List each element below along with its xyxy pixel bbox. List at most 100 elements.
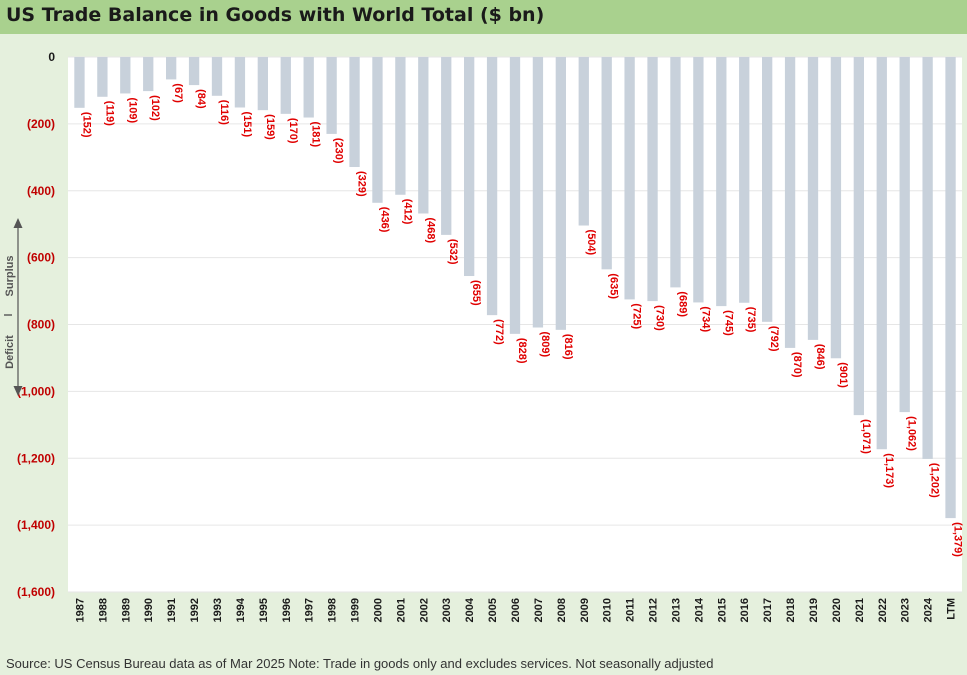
bar <box>257 57 269 111</box>
x-tick-label: 2020 <box>831 598 843 622</box>
arrow-down-icon <box>13 386 23 396</box>
x-tick-label: 1991 <box>166 598 178 622</box>
surplus-label: Surplus <box>4 256 16 297</box>
y-tick-label: (800) <box>27 318 55 332</box>
x-tick-label: 2023 <box>900 598 912 622</box>
data-label: (816) <box>562 334 574 360</box>
surplus-deficit-indicator: Surplus Deficit <box>4 218 23 396</box>
data-label: (846) <box>814 344 826 370</box>
x-tick-label: 2019 <box>808 598 820 622</box>
x-tick-label: 2006 <box>510 598 522 622</box>
y-tick-label: (200) <box>27 117 55 131</box>
data-label: (67) <box>172 83 184 103</box>
x-tick-label: 2012 <box>648 598 660 622</box>
data-label: (809) <box>539 332 551 358</box>
data-label: (1,379) <box>952 522 964 557</box>
x-tick-label: LTM <box>946 598 958 620</box>
x-tick-label: 2021 <box>854 598 866 622</box>
bar <box>234 57 246 108</box>
chart-title: US Trade Balance in Goods with World Tot… <box>6 4 545 26</box>
bar <box>555 57 567 330</box>
x-tick-label: 2004 <box>464 597 476 622</box>
y-tick-label: (1,400) <box>17 518 55 532</box>
data-label: (151) <box>241 111 253 137</box>
bar <box>165 57 177 80</box>
x-tick-label: 1999 <box>350 598 362 622</box>
y-tick-label: 0 <box>48 50 55 64</box>
data-label: (901) <box>837 362 849 388</box>
data-labels: (152) (119) (109) (102) (67) (84) (116) (151) (1… <box>80 83 963 557</box>
data-label: (468) <box>424 217 436 243</box>
data-label: (792) <box>768 326 780 352</box>
x-tick-label: 1990 <box>143 598 155 622</box>
data-label: (84) <box>195 89 207 109</box>
data-label: (152) <box>80 112 92 138</box>
data-label: (689) <box>676 291 688 317</box>
y-tick-label: (1,200) <box>17 451 55 465</box>
bar <box>578 57 589 226</box>
data-label: (772) <box>493 319 505 345</box>
x-tick-label: 1998 <box>327 598 339 622</box>
x-tick-label: 2000 <box>372 598 384 622</box>
bar <box>509 57 521 334</box>
deficit-label: Deficit <box>4 335 16 369</box>
bar <box>784 57 796 348</box>
bar <box>693 57 704 303</box>
bar <box>120 57 131 94</box>
x-tick-label: 2024 <box>923 597 935 622</box>
x-tick-label: 2002 <box>418 598 430 622</box>
bar <box>463 57 475 277</box>
data-label: (635) <box>608 273 620 299</box>
data-label: (734) <box>699 306 711 332</box>
bar <box>372 57 383 203</box>
y-tick-label: (1,000) <box>17 384 55 398</box>
data-label: (504) <box>585 230 597 256</box>
bar <box>188 57 200 86</box>
data-label: (1,173) <box>883 453 895 488</box>
data-label: (102) <box>149 95 161 121</box>
x-tick-label: 2009 <box>579 598 591 622</box>
bar <box>876 57 887 450</box>
bar <box>853 57 865 416</box>
x-tick-label: 2003 <box>441 598 453 622</box>
y-axis-ticks: 0 (200) (400) (600) (800) (1,000) (1,200) (1,40… <box>17 50 55 599</box>
data-label: (745) <box>722 310 734 336</box>
x-tick-label: 1992 <box>189 598 201 622</box>
chart-area: 0 (200) (400) (600) (800) (1,000) (1,200) (1,40… <box>4 50 964 622</box>
x-tick-label: 2014 <box>693 597 705 622</box>
data-label: (436) <box>378 207 390 233</box>
x-tick-label: 1996 <box>281 598 293 622</box>
data-label: (735) <box>745 307 757 333</box>
x-tick-label: 2001 <box>395 598 407 622</box>
data-label: (116) <box>218 100 230 125</box>
data-label: (1,071) <box>860 419 872 454</box>
bar <box>532 57 544 328</box>
data-label: (532) <box>447 239 459 265</box>
bar <box>601 57 612 270</box>
bar <box>349 57 360 168</box>
x-tick-label: 1993 <box>212 598 224 622</box>
bar <box>922 57 933 459</box>
data-label: (170) <box>287 118 299 144</box>
bar <box>761 57 773 322</box>
data-label: (725) <box>631 303 643 329</box>
x-tick-label: 1997 <box>304 598 316 622</box>
bar <box>97 57 108 97</box>
bar <box>716 57 727 307</box>
data-label: (329) <box>356 171 368 197</box>
bar <box>670 57 681 288</box>
data-label: (230) <box>333 138 345 164</box>
bar <box>74 57 85 108</box>
data-label: (1,062) <box>906 416 918 451</box>
data-label: (655) <box>470 280 482 306</box>
bar <box>303 57 314 118</box>
bar <box>647 57 658 302</box>
bar <box>830 57 842 359</box>
x-tick-label: 1989 <box>120 598 132 622</box>
source-note: Source: US Census Bureau data as of Mar … <box>6 656 714 671</box>
data-label: (119) <box>103 101 115 126</box>
x-tick-label: 2008 <box>556 598 568 622</box>
x-tick-label: 2011 <box>625 598 637 622</box>
data-label: (412) <box>401 199 413 225</box>
x-tick-label: 1987 <box>74 598 86 622</box>
